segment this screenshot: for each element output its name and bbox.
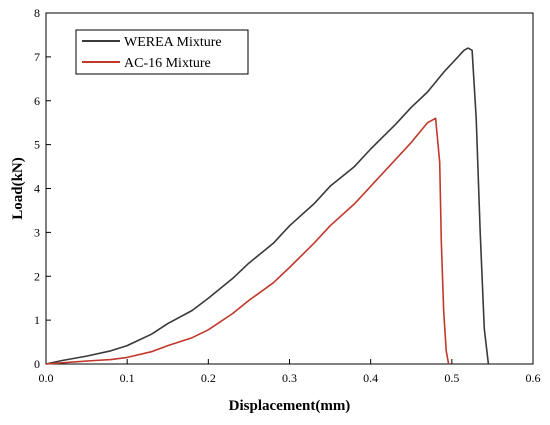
x-tick-label: 0.1 <box>120 371 135 385</box>
legend-box <box>75 29 249 75</box>
x-axis-title: Displacement(mm) <box>229 398 351 414</box>
legend-label-werea: WEREA Mixture <box>124 35 222 50</box>
y-tick-label: 5 <box>34 138 40 152</box>
y-axis-ticks: 0 1 2 3 4 5 6 7 8 <box>34 6 51 371</box>
x-tick-label: 0.4 <box>363 371 378 385</box>
series-line-ac16 <box>45 117 450 365</box>
y-tick-label: 3 <box>34 225 40 239</box>
y-tick-label: 1 <box>34 313 40 327</box>
x-tick-label: 0.2 <box>201 371 216 385</box>
series-layer <box>45 47 490 365</box>
x-tick-label: 0.5 <box>444 371 459 385</box>
y-tick-label: 0 <box>34 357 40 371</box>
y-tick-label: 8 <box>34 6 40 20</box>
series-line-werea <box>45 47 490 365</box>
x-tick-label: 0.0 <box>39 371 54 385</box>
legend: WEREA Mixture AC-16 Mixture <box>75 29 249 75</box>
x-tick-label: 0.6 <box>526 371 541 385</box>
legend-label-ac16: AC-16 Mixture <box>124 56 211 71</box>
y-axis-title: Load(kN) <box>10 157 26 220</box>
y-tick-label: 6 <box>34 94 40 108</box>
x-tick-label: 0.3 <box>282 371 297 385</box>
y-tick-label: 7 <box>34 50 40 64</box>
y-tick-label: 4 <box>34 182 40 196</box>
y-tick-label: 2 <box>34 269 40 283</box>
x-axis-ticks: 0.0 0.1 0.2 0.3 0.4 0.5 0.6 <box>39 359 541 385</box>
